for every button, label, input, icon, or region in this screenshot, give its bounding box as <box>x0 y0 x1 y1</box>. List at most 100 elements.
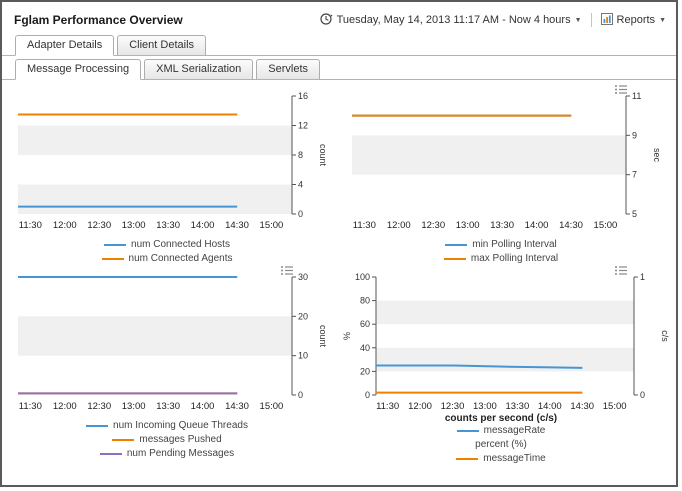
chart-menu-icon[interactable] <box>614 265 628 276</box>
svg-text:13:00: 13:00 <box>122 220 146 231</box>
legend-swatch <box>112 438 135 441</box>
x-axis-label: counts per second (c/s) <box>444 413 558 424</box>
svg-text:13:30: 13:30 <box>490 220 514 231</box>
svg-text:12:30: 12:30 <box>421 220 445 231</box>
legend-swatch <box>445 243 468 246</box>
svg-text:14:00: 14:00 <box>191 220 215 231</box>
svg-text:13:30: 13:30 <box>505 401 529 412</box>
page-title: Fglam Performance Overview <box>14 13 183 27</box>
svg-text:15:00: 15:00 <box>260 401 284 412</box>
svg-text:12:30: 12:30 <box>441 401 465 412</box>
svg-text:12:30: 12:30 <box>87 401 111 412</box>
tab-xml-serialization[interactable]: XML Serialization <box>144 59 254 80</box>
legend-label: messageRate <box>483 425 546 436</box>
svg-text:20: 20 <box>298 311 308 321</box>
svg-text:14:00: 14:00 <box>538 401 562 412</box>
legend-label: percent (%) <box>475 439 527 450</box>
legend-swatch <box>86 424 109 427</box>
svg-text:30: 30 <box>298 272 308 282</box>
svg-text:13:00: 13:00 <box>122 401 146 412</box>
legend-label: num Incoming Queue Threads <box>113 420 248 431</box>
svg-text:11: 11 <box>632 91 641 101</box>
svg-text:14:30: 14:30 <box>570 401 594 412</box>
svg-text:14:30: 14:30 <box>225 401 249 412</box>
legend-label: messages Pushed <box>139 434 222 445</box>
chart-plot: 11:30 12:00 12:30 13:00 13:30 14:00 14:30 15:00… <box>342 272 670 412</box>
svg-text:14:30: 14:30 <box>559 220 583 231</box>
time-range-label: Tuesday, May 14, 2013 11:17 AM - Now 4 h… <box>336 14 571 26</box>
reports-icon <box>600 12 613 28</box>
reports-label: Reports <box>616 14 656 26</box>
chart-connected-hosts-agents: 11:30 12:00 12:30 13:00 13:30 14:00 14:30 15:00… <box>8 86 342 265</box>
svg-text:13:30: 13:30 <box>156 220 180 231</box>
svg-text:count: count <box>318 144 328 167</box>
legend-label: max Polling Interval <box>470 253 559 264</box>
legend-label: min Polling Interval <box>472 239 557 250</box>
svg-text:8: 8 <box>298 150 303 160</box>
svg-text:12: 12 <box>298 121 308 131</box>
svg-text:15:00: 15:00 <box>603 401 627 412</box>
tab-message-processing[interactable]: Message Processing <box>15 59 142 80</box>
tab-adapter-details[interactable]: Adapter Details <box>15 35 115 56</box>
svg-text:14:00: 14:00 <box>191 401 215 412</box>
chevron-down-icon: ▼ <box>659 16 666 24</box>
svg-text:80: 80 <box>360 296 370 306</box>
svg-text:12:00: 12:00 <box>408 401 432 412</box>
svg-text:0: 0 <box>640 390 645 400</box>
header: Fglam Performance Overview Tuesday, May … <box>2 2 676 32</box>
legend-swatch <box>99 452 122 455</box>
legend-swatch <box>456 457 479 460</box>
svg-text:4: 4 <box>298 180 303 190</box>
svg-text:16: 16 <box>298 91 308 101</box>
chart-plot: 11:30 12:00 12:30 13:00 13:30 14:00 14:30 15:00… <box>352 91 662 231</box>
svg-text:11:30: 11:30 <box>353 220 376 231</box>
legend-item: num Connected Agents <box>101 252 232 265</box>
svg-text:9: 9 <box>632 130 637 140</box>
legend-item: min Polling Interval <box>445 238 557 251</box>
svg-text:12:00: 12:00 <box>53 401 77 412</box>
chart-menu-icon[interactable] <box>614 84 628 95</box>
legend-item: messageRate <box>456 424 546 437</box>
legend-swatch <box>101 257 124 260</box>
chart-queue-messages: 11:30 12:00 12:30 13:00 13:30 14:00 14:30 15:00… <box>8 265 342 465</box>
clock-icon <box>319 12 333 29</box>
legend-item: messages Pushed <box>112 433 222 446</box>
legend-label: num Pending Messages <box>126 448 235 459</box>
legend-item: messageTime <box>456 452 546 465</box>
svg-text:13:30: 13:30 <box>156 401 180 412</box>
chart-polling-interval: 11:30 12:00 12:30 13:00 13:30 14:00 14:30 15:00… <box>342 84 676 265</box>
legend-item: num Pending Messages <box>99 447 235 460</box>
tab-client-details[interactable]: Client Details <box>117 35 207 56</box>
svg-text:0: 0 <box>365 390 370 400</box>
chart-plot: 11:30 12:00 12:30 13:00 13:30 14:00 14:30 15:00… <box>18 91 328 231</box>
legend-swatch <box>104 243 127 246</box>
svg-text:12:00: 12:00 <box>53 220 77 231</box>
secondary-tab-bar: Message Processing XML Serialization Ser… <box>2 56 676 80</box>
chart-plot: 11:30 12:00 12:30 13:00 13:30 14:00 14:30 15:00… <box>18 272 328 412</box>
time-range-selector[interactable]: Tuesday, May 14, 2013 11:17 AM - Now 4 h… <box>319 12 582 29</box>
legend-label: messageTime <box>483 453 546 464</box>
svg-text:12:30: 12:30 <box>87 220 111 231</box>
svg-text:0: 0 <box>298 209 303 219</box>
tab-servlets[interactable]: Servlets <box>256 59 321 80</box>
svg-text:13:00: 13:00 <box>473 401 497 412</box>
chart-legend: num Connected Hosts num Connected Agents <box>8 238 326 265</box>
svg-text:15:00: 15:00 <box>260 220 284 231</box>
svg-text:sec: sec <box>652 148 662 163</box>
svg-text:60: 60 <box>360 319 370 329</box>
svg-text:5: 5 <box>632 209 637 219</box>
legend-label: num Connected Hosts <box>131 239 230 250</box>
reports-menu[interactable]: Reports ▼ <box>600 12 666 28</box>
svg-text:15:00: 15:00 <box>594 220 618 231</box>
chart-legend: min Polling Interval max Polling Interval <box>342 238 660 265</box>
chevron-down-icon: ▼ <box>574 16 582 24</box>
legend-item: num Incoming Queue Threads <box>86 419 248 432</box>
header-toolbar: Tuesday, May 14, 2013 11:17 AM - Now 4 h… <box>319 12 666 29</box>
legend-swatch <box>443 257 466 260</box>
svg-text:c/s: c/s <box>660 330 670 342</box>
svg-text:20: 20 <box>360 366 370 376</box>
svg-text:11:30: 11:30 <box>19 220 42 231</box>
chart-menu-icon[interactable] <box>280 265 294 276</box>
svg-text:1: 1 <box>640 272 645 282</box>
legend-item: num Connected Hosts <box>104 238 230 251</box>
